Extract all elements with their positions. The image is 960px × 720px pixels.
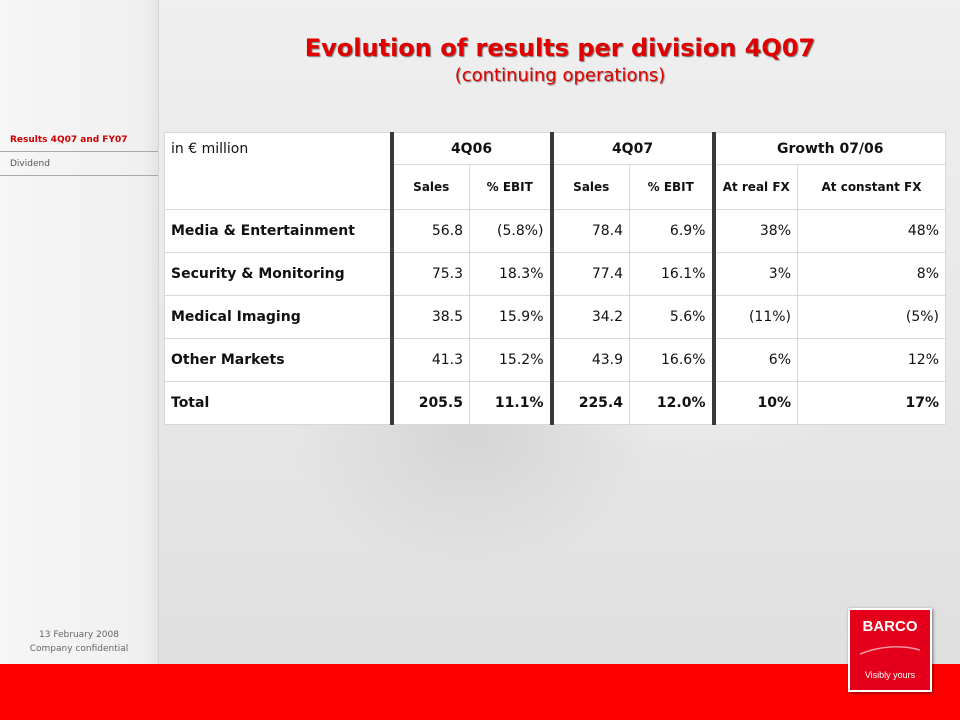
logo-swoosh-icon [859, 646, 921, 655]
table-cell: 10% [711, 381, 798, 425]
table-cell: (5%) [797, 295, 946, 339]
unit-label: in € million [164, 132, 392, 210]
row-label: Other Markets [164, 338, 392, 382]
page-subtitle: (continuing operations) [454, 65, 666, 86]
table-cell: 205.5 [389, 381, 470, 425]
row-label: Medical Imaging [164, 295, 392, 339]
row-label: Media & Entertainment [164, 209, 392, 253]
sub-header-ebit-4q07: % EBIT [629, 164, 714, 210]
table-cell: 11.1% [469, 381, 552, 425]
bottom-bar [0, 664, 960, 720]
table-cell: 3% [711, 252, 798, 296]
sub-header-real-fx: At real FX [711, 164, 798, 210]
table-cell: 34.2 [549, 295, 630, 339]
logo-brand: BARCO [862, 618, 918, 635]
table-cell: 41.3 [389, 338, 470, 382]
results-table: in € million 4Q06 4Q07 Growth 07/06 Sale… [164, 132, 946, 425]
row-label: Total [164, 381, 392, 425]
group-header-4q07: 4Q07 [549, 132, 714, 165]
table-cell: 6.9% [629, 209, 714, 253]
table-cell: 6% [711, 338, 798, 382]
table-cell: 16.1% [629, 252, 714, 296]
table-cell: 77.4 [549, 252, 630, 296]
table-cell: 18.3% [469, 252, 552, 296]
table-cell: 8% [797, 252, 946, 296]
table-cell: 38.5 [389, 295, 470, 339]
table-cell: (5.8%) [469, 209, 552, 253]
table-cell: 16.6% [629, 338, 714, 382]
sub-header-constant-fx: At constant FX [797, 164, 946, 210]
sidebar: Results 4Q07 and FY07 Dividend 13 Februa… [0, 0, 159, 664]
table-cell: 56.8 [389, 209, 470, 253]
footer-confidential: Company confidential [29, 644, 129, 654]
sidebar-item-results[interactable]: Results 4Q07 and FY07 [0, 128, 158, 152]
footer-date: 13 February 2008 [39, 630, 119, 640]
table-cell: 15.9% [469, 295, 552, 339]
table-cell: 48% [797, 209, 946, 253]
table-row: Security & Monitoring 75.3 18.3% 77.4 16… [164, 252, 946, 296]
table-row-total: Total 205.5 11.1% 225.4 12.0% 10% 17% [164, 381, 946, 425]
table-cell: 78.4 [549, 209, 630, 253]
sub-header-row: Sales % EBIT Sales % EBIT At real FX At … [165, 164, 946, 210]
table-cell: 38% [711, 209, 798, 253]
sub-header-ebit-4q06: % EBIT [469, 164, 552, 210]
table-cell: 43.9 [549, 338, 630, 382]
table-row: Media & Entertainment 56.8 (5.8%) 78.4 6… [164, 209, 946, 253]
row-label: Security & Monitoring [164, 252, 392, 296]
title-block: Evolution of results per division 4Q07 (… [160, 32, 960, 88]
table-cell: 75.3 [389, 252, 470, 296]
barco-logo: BARCO Visibly yours [848, 608, 932, 692]
group-header-row: in € million 4Q06 4Q07 Growth 07/06 [164, 132, 946, 210]
logo-tagline: Visibly yours [864, 670, 916, 680]
group-header-4q06: 4Q06 [389, 132, 552, 165]
sidebar-nav: Results 4Q07 and FY07 Dividend [0, 128, 158, 176]
table-cell: 17% [797, 381, 946, 425]
table-cell: 12.0% [629, 381, 714, 425]
table-cell: (11%) [711, 295, 798, 339]
sub-header-sales-4q07: Sales [549, 164, 630, 210]
table-row: Medical Imaging 38.5 15.9% 34.2 5.6% (11… [164, 295, 946, 339]
table-cell: 225.4 [549, 381, 630, 425]
table-row: Other Markets 41.3 15.2% 43.9 16.6% 6% 1… [164, 338, 946, 382]
sub-header-sales-4q06: Sales [389, 164, 470, 210]
page-title: Evolution of results per division 4Q07 [304, 34, 816, 62]
table-cell: 12% [797, 338, 946, 382]
group-header-growth: Growth 07/06 [711, 132, 946, 165]
table-cell: 15.2% [469, 338, 552, 382]
sidebar-item-dividend[interactable]: Dividend [0, 152, 158, 176]
table-cell: 5.6% [629, 295, 714, 339]
